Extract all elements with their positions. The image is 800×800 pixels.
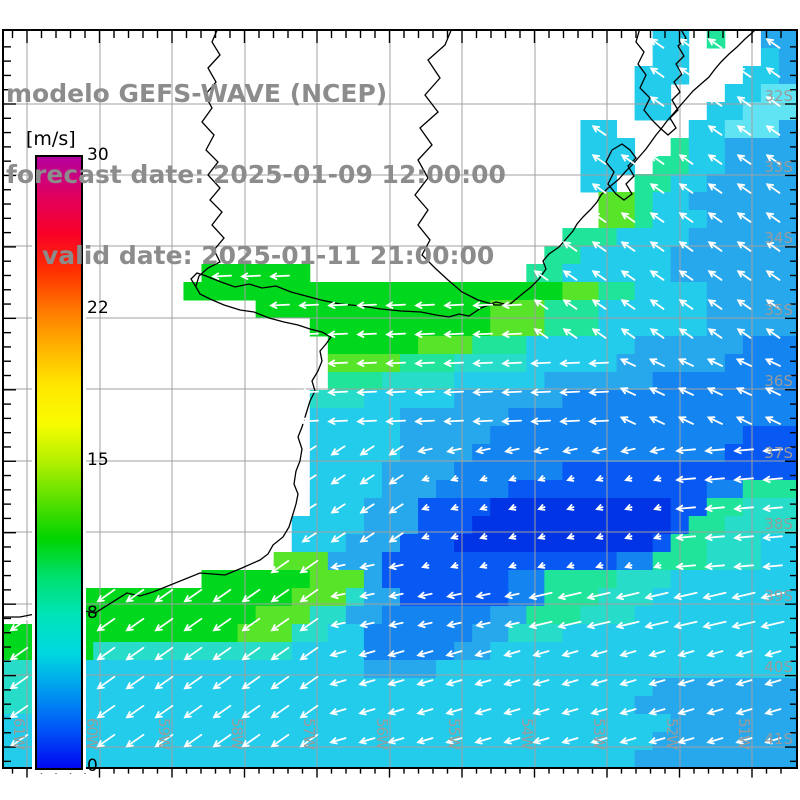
wave-raster-layer: [3, 30, 797, 768]
plot-title-block: modelo GEFS-WAVE (NCEP) forecast date: 2…: [6, 26, 506, 323]
colorbar-unit-label: [m/s]: [26, 128, 76, 150]
coastline-layer: [3, 30, 756, 618]
map-frame: [2, 29, 798, 778]
graticule-grid: [3, 30, 797, 768]
colorbar: [35, 155, 83, 770]
wind-arrows-layer: [9, 38, 785, 748]
forecast-date: forecast date: 2025-01-09 12:00:00: [6, 160, 506, 189]
valid-date: valid date: 2025-01-11 21:00:00: [42, 241, 495, 270]
model-title: modelo GEFS-WAVE (NCEP): [6, 79, 388, 108]
